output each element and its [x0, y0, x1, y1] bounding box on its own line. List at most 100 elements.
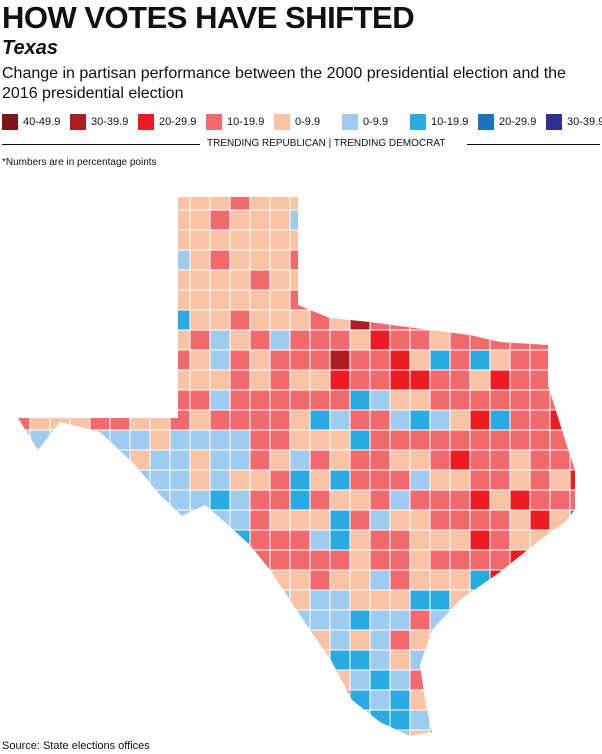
county — [29, 209, 51, 231]
county — [389, 369, 411, 391]
county — [249, 669, 271, 691]
county — [469, 489, 491, 511]
county — [269, 629, 291, 651]
county — [569, 669, 575, 691]
county — [229, 609, 251, 631]
county — [529, 489, 551, 511]
county — [329, 389, 351, 411]
county — [229, 349, 251, 371]
county — [429, 729, 451, 736]
county — [309, 409, 331, 431]
county — [509, 329, 531, 351]
county — [169, 709, 191, 731]
county — [369, 469, 391, 491]
county — [109, 509, 131, 531]
county — [409, 209, 431, 231]
county — [269, 269, 291, 291]
county — [209, 729, 231, 736]
county — [249, 269, 271, 291]
county — [569, 569, 575, 591]
county — [549, 609, 571, 631]
county — [389, 489, 411, 511]
county — [289, 289, 311, 311]
county — [449, 649, 471, 671]
county — [49, 529, 71, 551]
county — [149, 509, 171, 531]
county — [329, 689, 351, 711]
county — [18, 689, 31, 711]
county — [329, 629, 351, 651]
county — [329, 209, 351, 231]
legend-swatch — [410, 114, 426, 130]
county — [169, 649, 191, 671]
county — [549, 709, 571, 731]
county — [129, 449, 151, 471]
county — [389, 197, 411, 211]
legend-item: 10-19.9 — [410, 114, 478, 130]
legend-item: 20-29.9 — [478, 114, 546, 130]
county — [549, 389, 571, 411]
county — [229, 209, 251, 231]
county — [69, 409, 91, 431]
county — [49, 369, 71, 391]
county — [249, 529, 271, 551]
county — [449, 489, 471, 511]
county — [309, 589, 331, 611]
county — [189, 369, 211, 391]
county — [209, 309, 231, 331]
county — [18, 229, 31, 251]
county — [449, 269, 471, 291]
county — [549, 409, 571, 431]
county — [369, 329, 391, 351]
county — [69, 269, 91, 291]
county — [349, 709, 371, 731]
county — [18, 197, 31, 211]
county — [449, 289, 471, 311]
county — [549, 197, 571, 211]
county — [169, 589, 191, 611]
county — [549, 489, 571, 511]
county — [289, 469, 311, 491]
legend-swatch — [138, 114, 154, 130]
county — [409, 729, 431, 736]
county — [229, 289, 251, 311]
county — [389, 269, 411, 291]
county — [549, 669, 571, 691]
county — [109, 529, 131, 551]
county — [289, 449, 311, 471]
county — [529, 429, 551, 451]
county — [149, 489, 171, 511]
county — [569, 349, 575, 371]
county — [269, 209, 291, 231]
county — [429, 609, 451, 631]
county — [189, 349, 211, 371]
county — [89, 709, 111, 731]
county — [109, 469, 131, 491]
county — [349, 349, 371, 371]
county — [389, 629, 411, 651]
county — [249, 349, 271, 371]
county — [18, 549, 31, 571]
county — [529, 349, 551, 371]
legend-label: 20-29.9 — [159, 116, 197, 128]
county — [149, 389, 171, 411]
county — [269, 489, 291, 511]
county — [18, 329, 31, 351]
county — [69, 309, 91, 331]
county — [289, 229, 311, 251]
county — [249, 197, 271, 211]
county — [389, 329, 411, 351]
county — [49, 229, 71, 251]
county — [109, 229, 131, 251]
county — [18, 369, 31, 391]
county — [18, 669, 31, 691]
county — [49, 329, 71, 351]
county — [489, 289, 511, 311]
county — [489, 609, 511, 631]
county — [189, 489, 211, 511]
county — [389, 549, 411, 571]
county — [149, 569, 171, 591]
county — [449, 629, 471, 651]
county — [569, 509, 575, 531]
